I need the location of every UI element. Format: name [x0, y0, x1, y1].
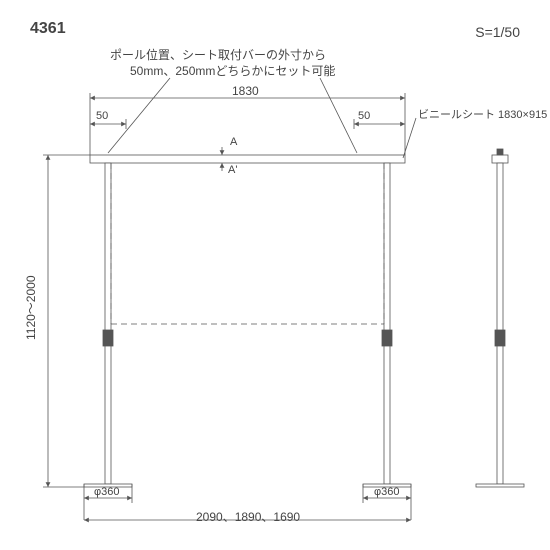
dim-bottom-width: 2090、1890、1690	[196, 508, 300, 525]
dim-base-right: φ360	[374, 486, 400, 498]
section-a: A	[230, 136, 237, 148]
note-line1: ポール位置、シート取付バーの外寸から	[110, 46, 326, 63]
drawing-id: 4361	[30, 20, 66, 38]
section-a-prime: A'	[228, 164, 237, 176]
dim-offset-left: 50	[96, 110, 108, 122]
dim-offset-right: 50	[358, 110, 370, 122]
dim-top-width: 1830	[232, 84, 259, 98]
technical-drawing	[0, 0, 550, 550]
dim-height: 1120～2000	[22, 275, 39, 340]
vinyl-sheet-label: ビニールシート 1830×915	[418, 106, 547, 122]
drawing-scale: S=1/50	[475, 24, 520, 40]
note-line2: 50mm、250mmどちらかにセット可能	[130, 62, 335, 79]
dim-base-left: φ360	[94, 486, 120, 498]
